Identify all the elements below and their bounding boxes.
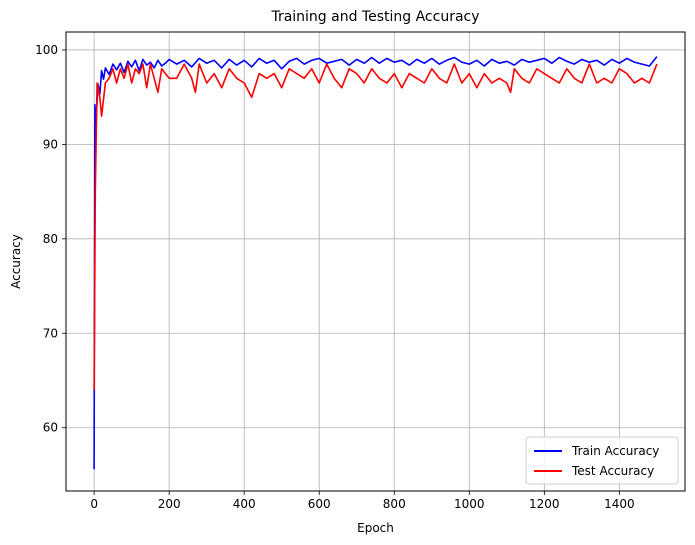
x-tick-label: 1000: [454, 497, 485, 511]
x-tick-label: 1400: [604, 497, 635, 511]
y-tick-label: 80: [43, 232, 58, 246]
x-tick-label: 0: [90, 497, 98, 511]
legend-label-train: Train Accuracy: [571, 444, 659, 458]
legend: Train Accuracy Test Accuracy: [525, 436, 679, 485]
y-axis-title: Accuracy: [9, 234, 23, 289]
series-layer: [93, 56, 658, 470]
y-tick-label: 100: [35, 43, 58, 57]
test-accuracy-line: [93, 63, 658, 390]
chart-title: Training and Testing Accuracy: [270, 9, 479, 25]
x-axis-title: Epoch: [357, 521, 394, 535]
y-tick-label: 90: [43, 137, 58, 151]
x-tick-label: 200: [158, 497, 181, 511]
x-tick-label: 1200: [529, 497, 560, 511]
y-tick-label: 70: [43, 326, 58, 340]
grid-layer: [66, 32, 685, 491]
plot-frame: [65, 31, 686, 492]
y-tick-label: 60: [43, 421, 58, 435]
x-tick-label: 600: [308, 497, 331, 511]
tick-layer: 0 200 400 600 800 1000 1200 1400 60 70 80 90 100: [35, 43, 635, 511]
x-tick-label: 800: [383, 497, 406, 511]
legend-label-test: Test Accuracy: [571, 464, 654, 478]
x-tick-label: 400: [233, 497, 256, 511]
legend-box: [525, 436, 679, 485]
train-accuracy-line: [93, 56, 658, 470]
